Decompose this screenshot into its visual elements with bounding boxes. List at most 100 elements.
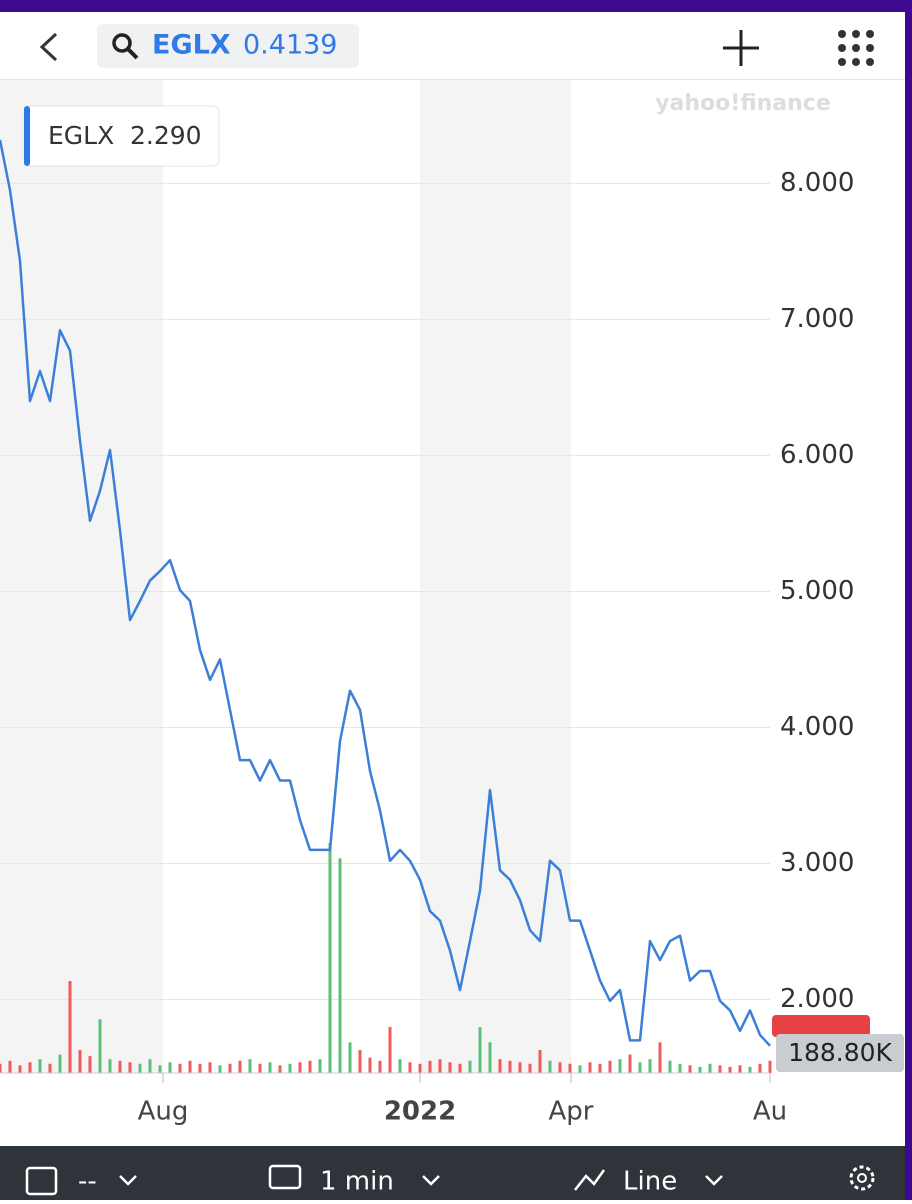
search-icon (112, 33, 132, 53)
interval-select[interactable]: 1 min (320, 1167, 394, 1197)
volume-bar (358, 1050, 362, 1073)
volume-tag (776, 1034, 904, 1072)
search-icon (126, 47, 139, 60)
volume-bar (498, 1059, 502, 1073)
volume-bar (698, 1066, 702, 1073)
volume-bar (688, 1065, 692, 1073)
volume-bar (308, 1060, 312, 1073)
search-box[interactable] (97, 24, 359, 68)
y-tick-label: 6.000 (780, 440, 854, 470)
volume-bar (328, 843, 332, 1073)
y-tick-label: 2.000 (780, 984, 854, 1014)
volume-bar (728, 1066, 732, 1073)
volume-bar (158, 1065, 162, 1073)
range-select[interactable]: -- (78, 1167, 97, 1197)
period-band (420, 80, 571, 1073)
volume-bar (758, 1063, 762, 1073)
chevron (705, 1175, 723, 1186)
volume-bar (228, 1063, 232, 1073)
volume-bar (108, 1059, 112, 1073)
settings-button (857, 1173, 867, 1183)
volume-bar (588, 1062, 592, 1073)
calendar-icon[interactable] (25, 1166, 58, 1196)
y-tick-label: 8.000 (780, 168, 854, 198)
volume-bar (628, 1054, 632, 1073)
volume-bar (138, 1063, 142, 1073)
volume-bar (438, 1059, 442, 1073)
volume-bar (238, 1060, 242, 1073)
chevron (119, 1175, 137, 1186)
volume-bar (288, 1063, 292, 1073)
period-band (0, 80, 163, 1073)
volume-bar (768, 1060, 772, 1073)
volume-bar (538, 1050, 542, 1073)
tooltip-accent (24, 106, 30, 166)
volume-bar (468, 1060, 472, 1073)
add-button[interactable] (723, 30, 759, 66)
volume-bar (48, 1063, 52, 1073)
volume-bar (198, 1063, 202, 1073)
volume-bar (668, 1060, 672, 1073)
volume-bar (458, 1063, 462, 1073)
interval-icon[interactable] (268, 1164, 302, 1190)
toolbar (0, 1146, 912, 1200)
volume-bar (88, 1056, 92, 1073)
volume-bar (188, 1060, 192, 1073)
x-tick-label: Aug (138, 1097, 189, 1127)
volume-bar (568, 1063, 572, 1073)
volume-bar (168, 1062, 172, 1073)
volume-bar (418, 1063, 422, 1073)
volume-bar (118, 1060, 122, 1073)
volume-bar (268, 1062, 272, 1073)
volume-bar (508, 1060, 512, 1073)
price-line (0, 139, 771, 1047)
volume-bar (278, 1065, 282, 1073)
volume-bar (618, 1059, 622, 1073)
top-border (0, 0, 912, 12)
volume-bar (318, 1059, 322, 1073)
price-tag (772, 1015, 870, 1037)
style-icon[interactable] (574, 1169, 606, 1191)
volume-bar (608, 1060, 612, 1073)
style-select[interactable]: Line (623, 1167, 677, 1197)
volume-bar (408, 1062, 412, 1073)
volume-bar (488, 1042, 492, 1073)
back-button[interactable] (39, 32, 58, 62)
tooltip-value: 2.290 (130, 121, 202, 150)
chevron (422, 1175, 440, 1186)
settings-button[interactable] (849, 1165, 875, 1191)
volume-bar (388, 1027, 392, 1073)
volume-bar (578, 1065, 582, 1073)
volume-bar (98, 1019, 102, 1073)
volume-bar (448, 1062, 452, 1073)
volume-label: 188.80K (788, 1038, 892, 1067)
volume-bar (58, 1054, 62, 1073)
volume-bar (0, 1063, 2, 1073)
volume-bar (78, 1050, 82, 1073)
volume-bar (128, 1062, 132, 1073)
symbol: EGLX (152, 30, 231, 61)
volume-bar (218, 1065, 222, 1073)
volume-bar (178, 1063, 182, 1073)
volume-bar (658, 1042, 662, 1073)
volume-bar (18, 1065, 22, 1073)
right-border (905, 0, 912, 1200)
volume-bar (428, 1060, 432, 1073)
volume-bar (248, 1059, 252, 1073)
volume-bar (298, 1062, 302, 1073)
tooltip-name: EGLX (48, 121, 114, 150)
volume-bar (208, 1062, 212, 1073)
volume-bar (558, 1062, 562, 1073)
y-tick-label: 5.000 (780, 576, 854, 606)
volume-bar (148, 1059, 152, 1073)
x-tick-label: 2022 (384, 1097, 456, 1127)
volume-bar (708, 1063, 712, 1073)
volume-bar (478, 1027, 482, 1073)
volume-bar (398, 1059, 402, 1073)
menu-button[interactable] (838, 30, 874, 66)
volume-bar (378, 1060, 382, 1073)
volume-bar (8, 1060, 12, 1073)
volume-bar (598, 1063, 602, 1073)
volume-bar (28, 1062, 32, 1073)
